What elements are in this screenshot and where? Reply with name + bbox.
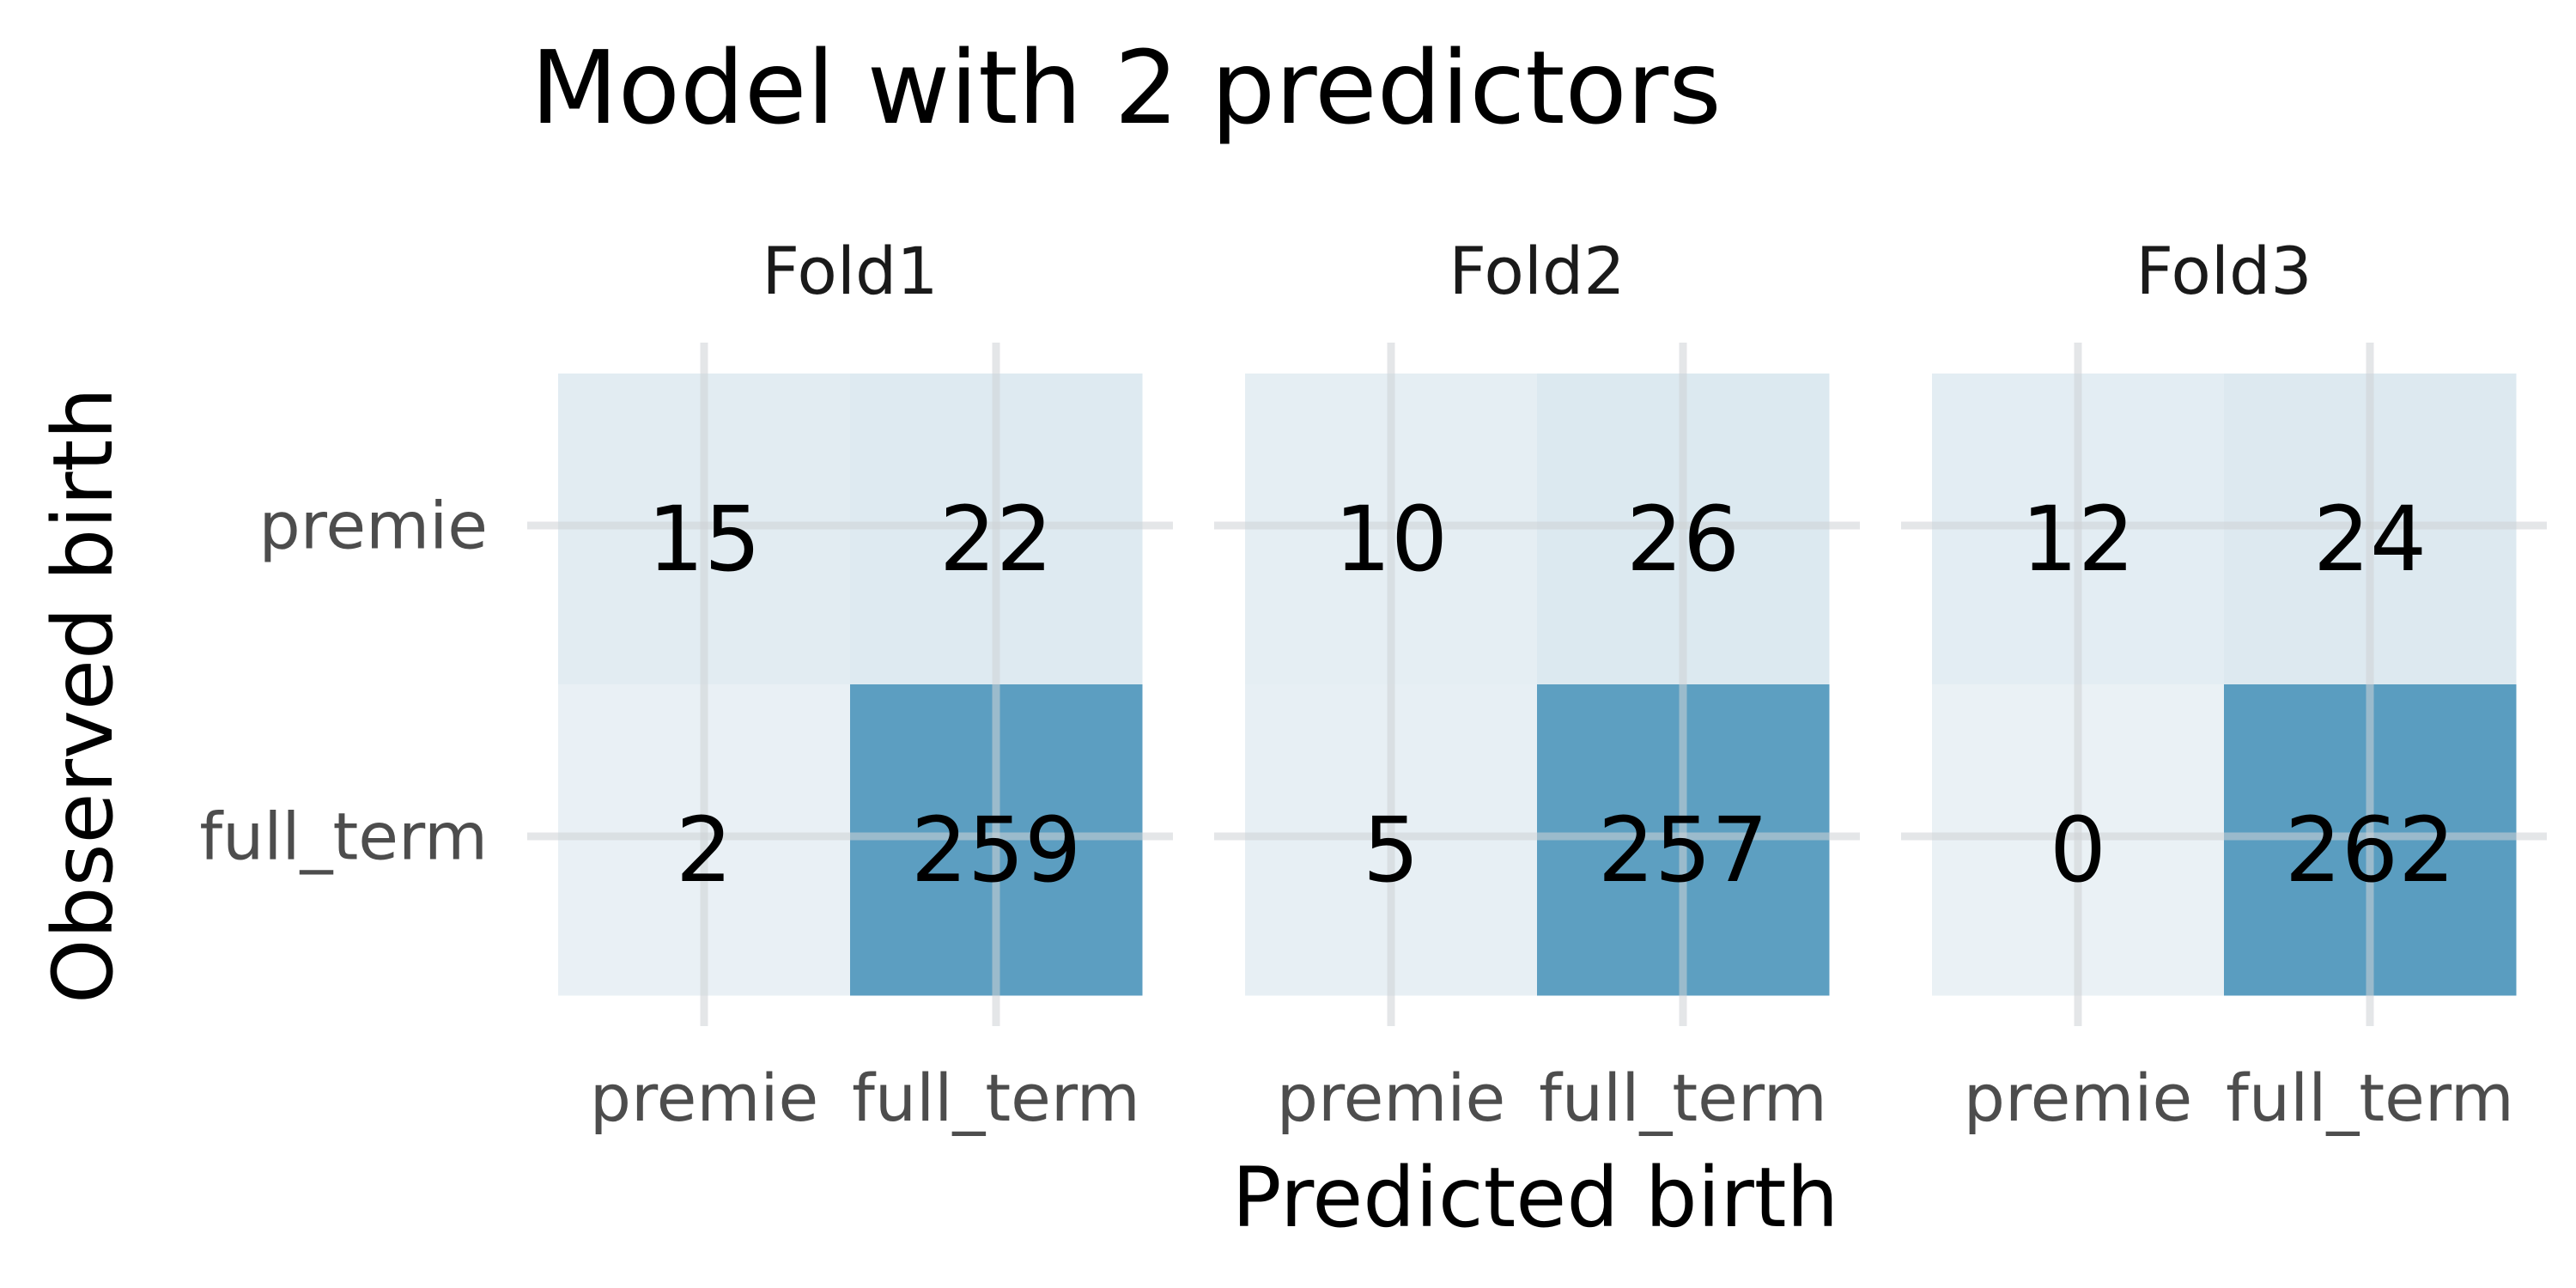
x-axis-title: Predicted birth: [1232, 1150, 1839, 1246]
y-tick-premie: premie: [259, 488, 488, 564]
panel-fold3: 12 24 0 262 Fold3 premie full_term: [1901, 233, 2547, 1136]
x-tick-full-term: full_term: [852, 1060, 1140, 1136]
facet-label-fold3: Fold3: [2136, 233, 2312, 309]
y-axis-title: Observed birth: [35, 387, 131, 1004]
x-tick-full-term: full_term: [1539, 1060, 1827, 1136]
cell-value-label: 12: [2021, 487, 2135, 592]
cell-value-label: 5: [1363, 798, 1419, 902]
y-axis-ticks: premie full_term: [199, 488, 488, 875]
facet-label-fold1: Fold1: [762, 233, 938, 309]
cell-value-label: 10: [1334, 487, 1448, 592]
x-tick-premie: premie: [1277, 1060, 1505, 1136]
cell-value-label: 257: [1598, 798, 1769, 902]
facet-label-fold2: Fold2: [1449, 233, 1625, 309]
cell-value-label: 259: [911, 798, 1082, 902]
cell-value-label: 26: [1626, 487, 1740, 592]
cell-value-label: 0: [2050, 798, 2106, 902]
cell-value-label: 2: [676, 798, 732, 902]
y-tick-full-term: full_term: [199, 799, 488, 875]
x-tick-premie: premie: [590, 1060, 818, 1136]
cell-value-label: 22: [939, 487, 1053, 592]
cell-value-label: 262: [2285, 798, 2456, 902]
chart-title: Model with 2 predictors: [531, 28, 1722, 147]
panel-fold2: 10 26 5 257 Fold2 premie full_term: [1214, 233, 1860, 1136]
cell-value-label: 15: [647, 487, 761, 592]
x-tick-premie: premie: [1964, 1060, 2192, 1136]
x-tick-full-term: full_term: [2226, 1060, 2514, 1136]
cell-value-label: 24: [2313, 487, 2427, 592]
